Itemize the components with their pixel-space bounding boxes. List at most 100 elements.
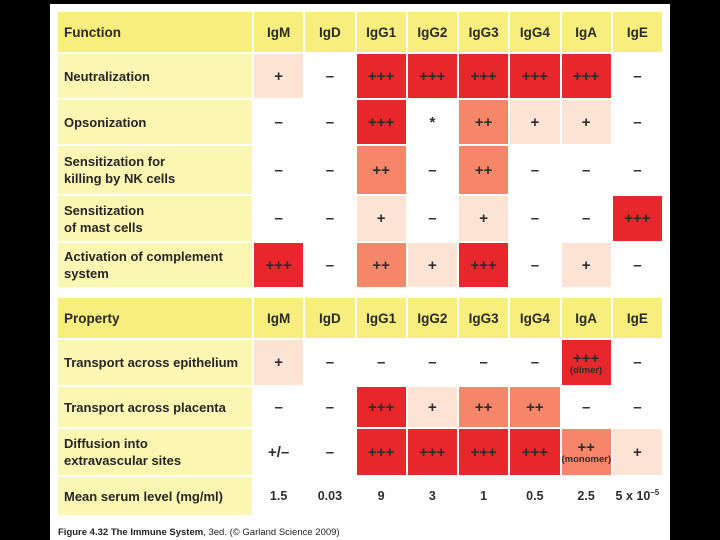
row-label-line: Opsonization: [64, 114, 147, 130]
cell-value: +++: [470, 256, 497, 274]
column-header-igg3: IgG3: [459, 298, 509, 338]
cell-value: +: [479, 210, 488, 227]
value-cell: ++: [356, 146, 406, 194]
cell-value: –: [325, 256, 335, 274]
value-cell: –: [612, 146, 662, 194]
cell-value: 3: [428, 489, 436, 503]
column-header-igg4: IgG4: [510, 12, 560, 52]
value-cell: *: [407, 100, 457, 144]
cell-value: –: [633, 67, 642, 85]
cell-value: –: [325, 354, 335, 371]
cell-value: +: [581, 113, 591, 131]
value-cell: +: [612, 429, 662, 475]
value-cell: +: [356, 196, 406, 241]
cell-value: +: [274, 354, 283, 371]
cell-value: 1: [480, 489, 488, 503]
property_table-header-label: Property: [58, 298, 252, 338]
cell-value: –: [530, 256, 540, 274]
cell-value: –: [376, 354, 386, 371]
value-cell: +: [561, 100, 611, 144]
value-cell: +++: [254, 243, 304, 287]
value-cell: –: [612, 100, 662, 144]
column-header-ige: IgE: [612, 298, 662, 338]
cell-value: ++: [526, 398, 544, 416]
value-cell: 1.5: [254, 477, 304, 515]
cell-value: +: [376, 210, 386, 227]
value-cell: –: [305, 54, 355, 98]
cell-value: +++: [521, 67, 549, 85]
row-label-line: Mean serum level (mg/ml): [64, 488, 223, 504]
cell-value: ++: [372, 161, 390, 179]
caption-figure-number: Figure 4.32: [58, 527, 109, 538]
row-label: Diffusion into extravascular sites: [58, 429, 252, 475]
row-label: Sensitization of mast cells: [58, 196, 252, 241]
value-cell: +++: [510, 429, 560, 475]
function_table-header-row: Function IgM IgD IgG1 IgG2 IgG3 IgG4 IgA IgE: [58, 12, 662, 52]
value-cell: –: [305, 387, 355, 427]
value-cell: –: [612, 243, 662, 287]
value-cell: 9: [356, 477, 406, 515]
cell-value: 1.5: [269, 489, 288, 503]
value-cell: –: [305, 340, 355, 385]
table-row: Diffusion into extravascular sites +/– – +++…: [58, 429, 662, 475]
value-cell: +: [561, 243, 611, 287]
cell-value: +: [427, 398, 437, 416]
value-cell: +++: [356, 429, 406, 475]
cell-value: –: [325, 67, 335, 85]
cell-value: –: [428, 354, 437, 371]
function-table: Function IgM IgD IgG1 IgG2 IgG3 IgG4 IgA IgE Neut…: [56, 10, 664, 289]
value-cell: +++: [356, 100, 406, 144]
value-cell: –: [407, 196, 457, 241]
column-header-iga: IgA: [561, 298, 611, 338]
column-header-igd: IgD: [305, 298, 355, 338]
cell-value: –: [633, 113, 642, 131]
table-row: Transport across placenta – – +++ + ++ ++ – –: [58, 387, 662, 427]
cell-value: –: [325, 443, 335, 461]
cell-value: –: [274, 161, 283, 179]
cell-value: –: [581, 398, 591, 416]
cell-value: –: [428, 161, 437, 179]
property_table-header-row: Property IgM IgD IgG1 IgG2 IgG3 IgG4 IgA IgE: [58, 298, 662, 338]
value-cell: +++: [356, 387, 406, 427]
cell-value: –: [581, 210, 591, 227]
value-cell: –: [612, 54, 662, 98]
cell-value: –: [325, 210, 335, 227]
column-header-igg2: IgG2: [407, 298, 457, 338]
cell-value: –: [325, 398, 335, 416]
value-cell: +/–: [254, 429, 304, 475]
row-label-line: Activation of complement: [64, 249, 223, 264]
cell-value: –: [274, 210, 283, 227]
cell-value: –: [479, 354, 488, 371]
cell-value: 0.03: [317, 489, 343, 503]
cell-value: +++: [521, 443, 549, 461]
value-cell: ++: [459, 100, 509, 144]
cell-value: ++: [474, 113, 493, 131]
cell-value: +/–: [267, 443, 290, 461]
value-cell: –: [254, 146, 304, 194]
cell-value: –: [530, 354, 540, 371]
cell-value: –: [530, 210, 540, 227]
cell-value: *: [429, 113, 436, 131]
cell-value: ++: [474, 161, 493, 179]
row-label: Mean serum level (mg/ml): [58, 477, 252, 515]
value-cell: ++: [459, 146, 509, 194]
cell-annotation: (dimer): [570, 364, 603, 376]
value-cell: +++: [459, 429, 509, 475]
value-cell: –: [254, 387, 304, 427]
column-header-igg4: IgG4: [510, 298, 560, 338]
row-label: Neutralization: [58, 54, 252, 98]
cell-value: ++: [474, 398, 493, 416]
column-header-igg1: IgG1: [356, 298, 406, 338]
value-cell: 5 x 10–5: [612, 477, 662, 515]
cell-value: +++: [265, 256, 292, 274]
column-header-igm: IgM: [254, 298, 304, 338]
value-cell: –: [305, 429, 355, 475]
row-label-line: Transport across epithelium: [64, 355, 239, 370]
cell-value: –: [530, 161, 540, 179]
column-header-igg2: IgG2: [407, 12, 457, 52]
table-row: Opsonization – – +++ * ++ + + –: [58, 100, 662, 144]
figure-sheet: Function IgM IgD IgG1 IgG2 IgG3 IgG4 IgA IgE Neut…: [50, 4, 670, 540]
cell-value: 9: [377, 489, 385, 503]
row-label-line: Sensitization: [64, 202, 145, 218]
value-cell: –: [510, 146, 560, 194]
